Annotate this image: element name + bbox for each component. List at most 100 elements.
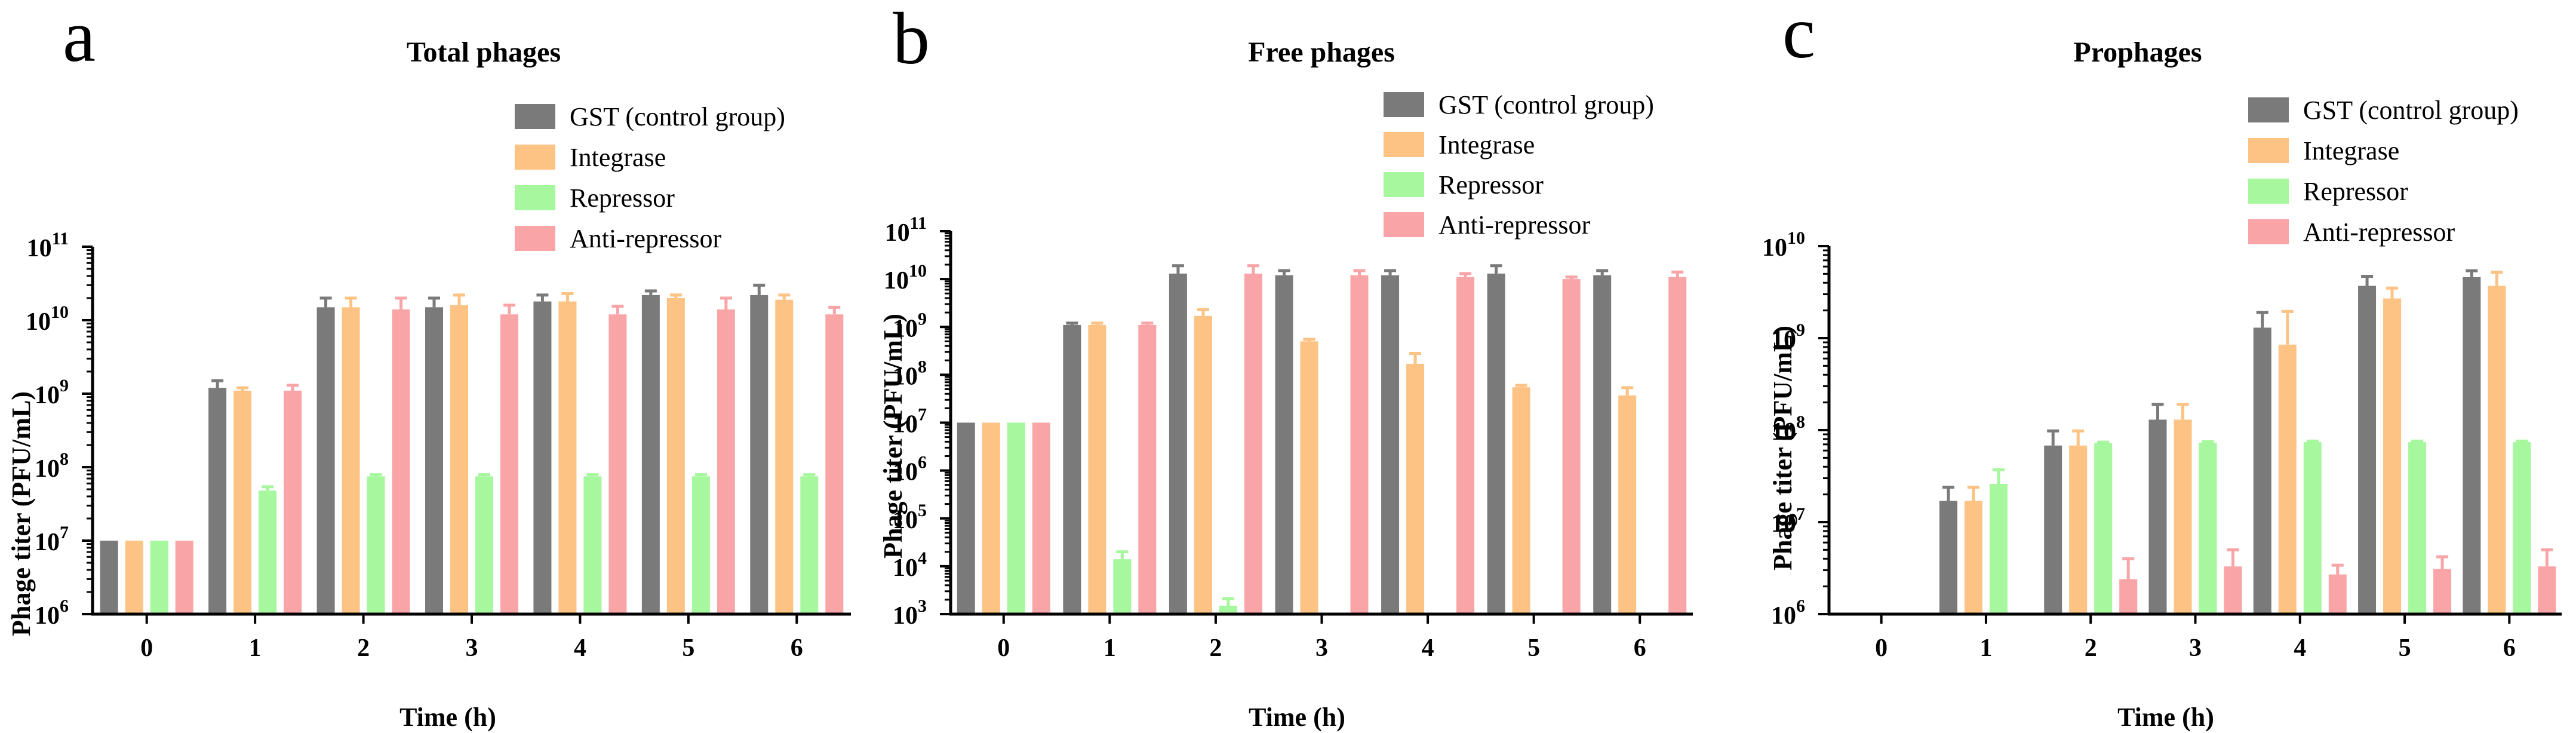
- legend-item: GST (control group): [2248, 96, 2519, 125]
- legend-label: GST (control group): [1438, 90, 1654, 119]
- panel-a: a Total phages Time (h) Phage titer (PFU…: [7, 0, 851, 732]
- bar: [775, 299, 794, 614]
- x-tick-label: 6: [791, 634, 803, 662]
- legend-label: Repressor: [1438, 170, 1544, 200]
- bar: [1113, 559, 1132, 614]
- x-tick-label: 1: [1979, 634, 1992, 662]
- bar: [2488, 286, 2506, 614]
- bar: [1300, 341, 1318, 614]
- x-tick-label: 0: [140, 634, 153, 662]
- bar: [2094, 443, 2113, 614]
- legend-swatch: [2248, 179, 2289, 204]
- x-tick-label: 3: [2189, 634, 2202, 662]
- x-tick-label: 0: [1875, 634, 1888, 662]
- legend-swatch: [1384, 92, 1424, 117]
- bar: [1512, 387, 1530, 614]
- panel-label: b: [893, 0, 930, 79]
- y-tick-label: 109: [35, 376, 69, 409]
- legend-item: Repressor: [2248, 177, 2408, 206]
- bar: [1989, 484, 2008, 614]
- bar: [175, 541, 193, 614]
- bar: [2148, 419, 2167, 614]
- legend-label: Integrase: [1438, 130, 1535, 160]
- bar: [1456, 277, 1475, 614]
- bar: [1169, 273, 1187, 614]
- legend-item: Anti-repressor: [2248, 217, 2455, 247]
- legend-label: GST (control group): [570, 102, 785, 131]
- x-ticks: 0 1 2 3 4 5 6: [997, 614, 1646, 662]
- y-axis-label: Phage titer (PFU/mL): [1768, 326, 1797, 571]
- bar: [233, 390, 252, 614]
- y-tick-label: 103: [893, 596, 927, 630]
- bar: [342, 307, 360, 614]
- bar: [1562, 279, 1581, 614]
- bar: [2328, 574, 2347, 614]
- bar: [1668, 277, 1687, 614]
- legend-label: Repressor: [2303, 177, 2408, 206]
- bar: [2199, 443, 2217, 614]
- bar: [1088, 324, 1106, 614]
- y-tick-label: 108: [893, 357, 927, 390]
- legend-label: Integrase: [2303, 136, 2399, 165]
- axes: [91, 247, 851, 616]
- x-axis-label: Time (h): [2117, 703, 2214, 732]
- bar: [500, 314, 518, 614]
- bar: [717, 309, 735, 614]
- chart-title: Prophages: [2073, 36, 2202, 68]
- x-tick-label: 6: [2503, 634, 2516, 662]
- bar: [316, 307, 335, 614]
- legend-item: Repressor: [515, 183, 675, 213]
- bar: [367, 476, 385, 614]
- legend-swatch: [1384, 212, 1424, 237]
- x-tick-label: 6: [1634, 634, 1646, 662]
- legend-swatch: [2248, 219, 2289, 244]
- bar: [750, 295, 769, 614]
- x-tick-label: 2: [1209, 634, 1222, 662]
- bar: [957, 422, 975, 614]
- bar: [533, 301, 552, 615]
- bar: [2538, 566, 2556, 614]
- bar: [1381, 275, 1400, 614]
- bar: [1244, 273, 1262, 614]
- legend-label: Integrase: [570, 143, 666, 172]
- bar: [425, 307, 443, 614]
- legend: GST (control group) Integrase Repressor Ant…: [2248, 96, 2519, 247]
- panel-c: c Prophages Time (h) Phage titer (PFU/mL…: [1762, 0, 2562, 732]
- bar: [608, 314, 627, 614]
- bar: [1618, 395, 1637, 614]
- bar: [392, 309, 410, 614]
- bar: [125, 541, 143, 614]
- bar: [1032, 422, 1050, 614]
- bar: [1007, 422, 1025, 614]
- bar: [558, 301, 577, 615]
- bar: [1406, 363, 1425, 614]
- legend-swatch: [2248, 138, 2289, 163]
- y-ticks: 103 104 105 106 107 108 109 1010 1011: [884, 213, 951, 630]
- legend-label: Anti-repressor: [1438, 210, 1590, 240]
- legend: GST (control group) Integrase Repressor Ant…: [1384, 90, 1654, 240]
- bar: [691, 476, 710, 614]
- legend-swatch: [515, 185, 555, 210]
- x-tick-label: 4: [1422, 634, 1434, 662]
- bar: [1063, 324, 1081, 614]
- bars: [957, 264, 1687, 614]
- y-tick-label: 107: [35, 523, 69, 556]
- bar: [450, 305, 468, 614]
- bar: [2303, 442, 2322, 614]
- x-tick-label: 4: [2294, 634, 2306, 662]
- bar: [2383, 298, 2402, 615]
- y-tick-label: 105: [893, 501, 927, 534]
- x-tick-label: 5: [1527, 634, 1540, 662]
- axes: [1827, 246, 2562, 616]
- legend-label: Repressor: [570, 183, 675, 213]
- bar: [666, 298, 685, 615]
- legend-swatch: [515, 145, 555, 170]
- legend-swatch: [2248, 97, 2289, 122]
- y-tick-label: 1010: [1762, 228, 1805, 262]
- axes: [949, 231, 1693, 616]
- bar: [583, 476, 602, 614]
- bar: [1350, 275, 1369, 614]
- bar: [1275, 275, 1293, 614]
- bar: [1194, 315, 1212, 614]
- bar: [2069, 445, 2088, 614]
